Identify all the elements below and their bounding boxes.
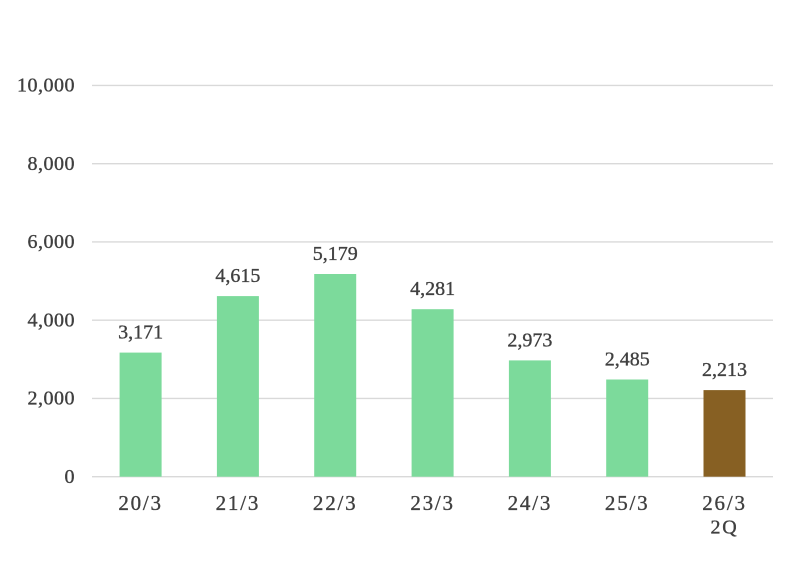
svg-text:4,000: 4,000 [28, 310, 76, 332]
svg-text:26/3: 26/3 [702, 491, 747, 515]
svg-text:8,000: 8,000 [28, 153, 76, 175]
svg-text:25/3: 25/3 [605, 491, 650, 515]
svg-text:2,485: 2,485 [605, 349, 650, 371]
svg-text:21/3: 21/3 [216, 491, 261, 515]
svg-text:2,213: 2,213 [702, 359, 747, 381]
svg-text:5,179: 5,179 [313, 243, 358, 265]
svg-text:24/3: 24/3 [508, 491, 553, 515]
svg-text:3,171: 3,171 [118, 322, 163, 344]
svg-text:6,000: 6,000 [28, 231, 76, 253]
svg-text:22/3: 22/3 [313, 491, 358, 515]
svg-text:2,973: 2,973 [507, 329, 552, 351]
svg-text:2Q: 2Q [710, 517, 738, 539]
svg-text:23/3: 23/3 [410, 491, 455, 515]
svg-text:0: 0 [65, 466, 76, 488]
svg-text:10,000: 10,000 [17, 75, 75, 97]
svg-text:4,281: 4,281 [410, 278, 455, 300]
svg-text:4,615: 4,615 [215, 265, 260, 287]
svg-text:2,000: 2,000 [28, 388, 76, 410]
svg-text:20/3: 20/3 [118, 491, 163, 515]
